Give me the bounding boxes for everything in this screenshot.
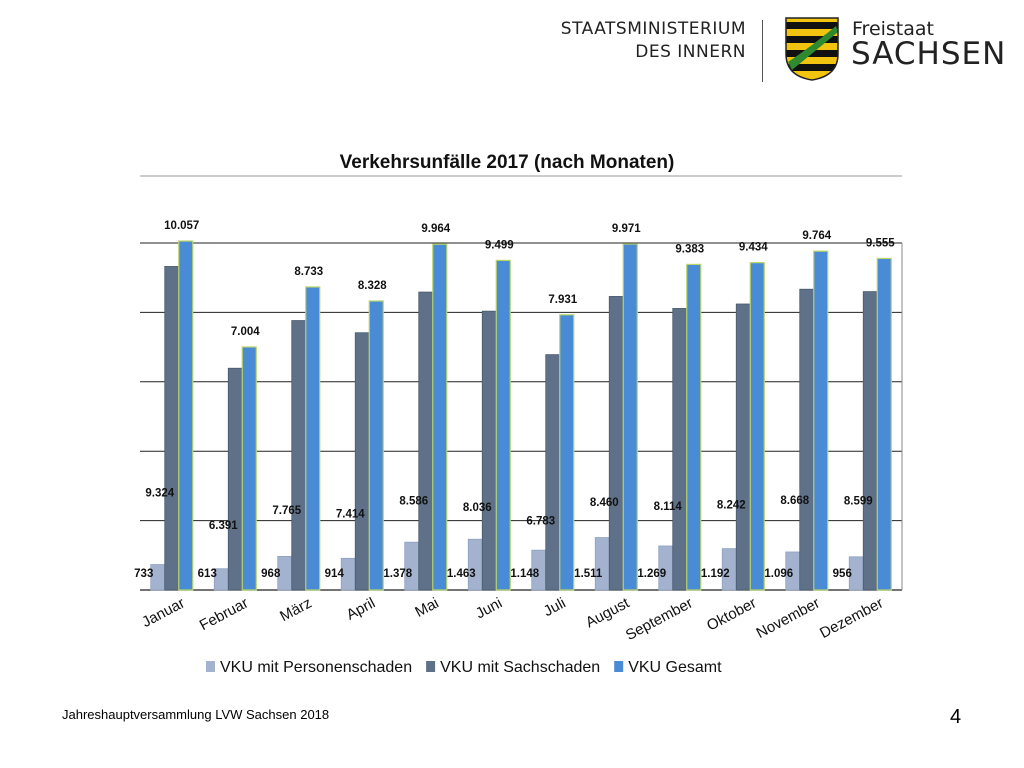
bar-gesamt (178, 240, 194, 591)
category-label: April (344, 595, 378, 624)
data-label-sachschaden: 8.460 (590, 497, 619, 509)
saxony-coat-of-arms-icon (785, 17, 839, 81)
header-divider (762, 20, 763, 82)
category-label: März (277, 595, 314, 626)
bar-sachschaden (608, 296, 624, 591)
data-label-sachschaden: 8.668 (780, 495, 809, 507)
data-label-personenschaden: 733 (134, 568, 153, 580)
ministry-line-1: STAATSMINISTERIUM (560, 19, 746, 39)
data-label-personenschaden: 613 (198, 568, 217, 580)
data-label-gesamt: 9.555 (866, 237, 895, 249)
data-label-gesamt: 7.931 (548, 294, 577, 306)
data-label-personenschaden: 956 (833, 568, 852, 580)
category-label: Mai (412, 595, 441, 621)
bar-personenschaden (404, 541, 420, 591)
data-label-sachschaden: 8.036 (463, 502, 492, 514)
state-name-line-2: SACHSEN (851, 36, 1007, 72)
category-label: November (754, 595, 823, 642)
data-label-gesamt: 9.383 (675, 243, 704, 255)
data-label-personenschaden: 1.511 (574, 568, 603, 580)
data-label-sachschaden: 8.599 (844, 496, 873, 508)
category-label: Februar (197, 595, 251, 635)
category-label: Juni (473, 595, 505, 623)
bar-sachschaden (862, 291, 878, 591)
data-label-sachschaden: 6.783 (526, 516, 555, 528)
bar-personenschaden (594, 537, 610, 591)
data-label-personenschaden: 1.192 (701, 568, 730, 580)
bar-gesamt (622, 243, 638, 591)
category-label: Januar (139, 595, 187, 632)
data-label-personenschaden: 1.269 (637, 568, 666, 580)
legend-label: VKU mit Sachschaden (440, 659, 600, 676)
bar-sachschaden (227, 367, 243, 591)
data-label-personenschaden: 914 (325, 568, 345, 580)
data-label-gesamt: 9.971 (612, 223, 641, 235)
bar-sachschaden (418, 291, 434, 591)
data-label-personenschaden: 1.463 (447, 568, 476, 580)
data-label-gesamt: 9.499 (485, 239, 514, 251)
footer-text: Jahreshauptversammlung LVW Sachsen 2018 (62, 707, 330, 722)
data-label-personenschaden: 1.096 (764, 568, 793, 580)
data-label-sachschaden: 7.414 (336, 509, 365, 521)
category-label: Oktober (704, 595, 759, 635)
data-label-sachschaden: 8.242 (717, 499, 746, 511)
data-label-sachschaden: 6.391 (209, 520, 238, 532)
bar-gesamt (559, 314, 575, 591)
data-label-gesamt: 8.328 (358, 280, 387, 292)
bar-sachschaden (164, 266, 180, 591)
bar-gesamt (686, 263, 702, 591)
bar-sachschaden (481, 310, 497, 591)
data-label-gesamt: 7.004 (231, 326, 260, 338)
data-label-gesamt: 8.733 (294, 266, 323, 278)
legend-label: VKU mit Personenschaden (220, 659, 412, 676)
category-label: Dezember (817, 595, 886, 642)
data-label-gesamt: 10.057 (164, 220, 199, 232)
data-label-personenschaden: 968 (261, 568, 281, 580)
bar-personenschaden (467, 538, 483, 591)
bar-sachschaden (799, 288, 815, 591)
data-label-sachschaden: 8.586 (399, 496, 428, 508)
bar-gesamt (241, 346, 257, 591)
legend-swatch (206, 661, 215, 672)
state-name-line-1: Freistaat (852, 18, 934, 40)
bar-sachschaden (545, 354, 561, 591)
bar-gesamt (876, 257, 892, 591)
data-label-gesamt: 9.964 (421, 223, 450, 235)
bar-gesamt (368, 300, 384, 591)
bar-sachschaden (354, 332, 370, 591)
data-label-gesamt: 9.434 (739, 242, 768, 254)
data-label-personenschaden: 1.378 (383, 568, 412, 580)
chart-title: Verkehrsunfälle 2017 (nach Monaten) (340, 152, 675, 173)
bar-gesamt (432, 243, 448, 591)
bar-sachschaden (735, 303, 751, 591)
data-label-sachschaden: 7.765 (272, 505, 301, 517)
bar-gesamt (305, 286, 321, 591)
bar-chart: Verkehrsunfälle 2017 (nach Monaten) 733 9.… (134, 152, 903, 676)
category-label: Juli (541, 595, 569, 621)
legend-swatch (614, 661, 624, 672)
bar-gesamt (495, 259, 511, 591)
page-number: 4 (950, 706, 962, 728)
data-label-personenschaden: 1.148 (510, 568, 539, 580)
bar-gesamt (813, 250, 829, 591)
bar-sachschaden (291, 320, 307, 591)
category-label: August (583, 594, 633, 631)
ministry-line-2: DES INNERN (635, 42, 746, 62)
legend-label: VKU Gesamt (628, 659, 722, 676)
bar-gesamt (749, 262, 765, 591)
legend-swatch (426, 661, 436, 672)
category-label: September (623, 595, 696, 644)
data-label-sachschaden: 9.324 (145, 487, 174, 499)
data-label-gesamt: 9.764 (802, 230, 831, 242)
bar-sachschaden (672, 308, 688, 591)
data-label-sachschaden: 8.114 (654, 501, 683, 513)
ministry-name: STAATSMINISTERIUM DES INNERN (560, 18, 746, 64)
